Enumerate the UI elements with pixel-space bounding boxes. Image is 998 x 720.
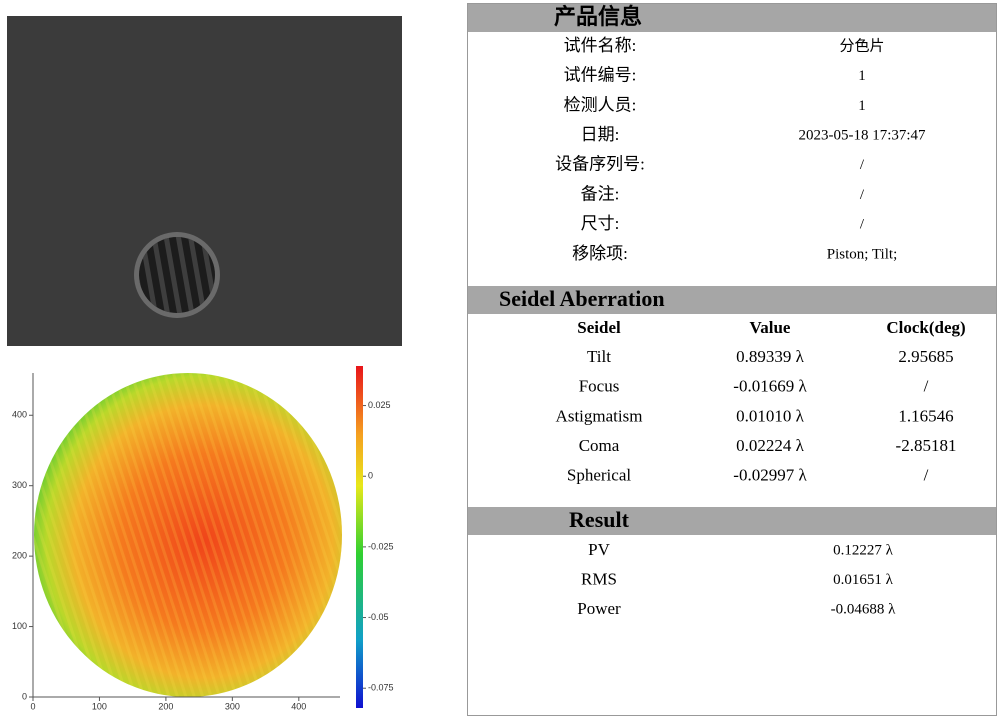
- section-title: Result: [569, 507, 630, 532]
- info-label: 尺寸:: [581, 214, 620, 233]
- info-label: 试件名称:: [564, 36, 637, 55]
- seidel-cell: -0.02997 λ: [733, 466, 807, 485]
- y-tick-label: 300: [12, 480, 27, 490]
- seidel-cell: Coma: [579, 436, 620, 455]
- column-header: Value: [750, 318, 791, 337]
- section-header-bar: [468, 507, 996, 535]
- x-tick-label: 400: [291, 701, 306, 711]
- result-value: 0.12227 λ: [833, 542, 894, 558]
- info-value: 1: [858, 98, 866, 114]
- seidel-cell: -2.85181: [896, 436, 957, 455]
- colorbar-tick-label: -0.025: [368, 541, 394, 551]
- info-label: 备注:: [581, 184, 620, 203]
- seidel-cell: Spherical: [567, 466, 631, 485]
- info-label: 移除项:: [572, 244, 628, 263]
- info-label: 试件编号:: [564, 66, 637, 85]
- camera-fringe-pattern: [139, 237, 215, 313]
- info-value: 2023-05-18 17:37:47: [798, 128, 926, 144]
- y-tick-label: 200: [12, 551, 27, 561]
- info-value: /: [860, 187, 865, 203]
- seidel-cell: 2.95685: [898, 347, 953, 366]
- column-header: Clock(deg): [886, 318, 965, 337]
- x-tick-label: 200: [158, 701, 173, 711]
- x-tick-label: 100: [92, 701, 107, 711]
- y-tick-label: 0: [22, 691, 27, 701]
- colorbar: [356, 366, 363, 708]
- info-value: /: [860, 217, 865, 233]
- result-value: 0.01651 λ: [833, 572, 894, 588]
- section-title: Seidel Aberration: [499, 286, 665, 311]
- surface-texture: [34, 373, 342, 697]
- x-tick-label: 0: [30, 701, 35, 711]
- seidel-cell: -0.01669 λ: [733, 377, 807, 396]
- seidel-cell: 0.01010 λ: [736, 406, 805, 425]
- seidel-cell: 0.02224 λ: [736, 436, 805, 455]
- section-header-bar: [468, 4, 996, 32]
- report-panel: [467, 3, 997, 716]
- seidel-cell: /: [924, 466, 929, 485]
- info-value: Piston; Tilt;: [827, 246, 897, 262]
- section-title: 产品信息: [554, 4, 642, 29]
- info-value: 分色片: [839, 37, 884, 54]
- seidel-cell: /: [924, 377, 929, 396]
- result-value: -0.04688 λ: [831, 601, 896, 617]
- y-tick-label: 100: [12, 621, 27, 631]
- seidel-cell: Focus: [579, 377, 620, 396]
- colorbar-tick-label: 0: [368, 471, 373, 481]
- result-label: RMS: [581, 569, 617, 588]
- column-header: Seidel: [577, 318, 621, 337]
- y-tick-label: 400: [12, 410, 27, 420]
- info-label: 日期:: [581, 125, 620, 144]
- result-label: PV: [588, 540, 610, 559]
- info-label: 设备序列号:: [555, 155, 645, 174]
- surface-map: 0 100 200 300 400 0 100 200 300 400 0.025 0 -0.025 -0…: [12, 366, 394, 711]
- seidel-cell: 1.16546: [898, 406, 953, 425]
- result-label: Power: [577, 599, 621, 618]
- seidel-cell: Astigmatism: [556, 406, 643, 425]
- info-value: 1: [858, 68, 866, 84]
- section-header-bar: [468, 286, 996, 314]
- colorbar-tick-label: 0.025: [368, 400, 391, 410]
- seidel-cell: Tilt: [587, 347, 611, 366]
- seidel-cell: 0.89339 λ: [736, 347, 805, 366]
- info-value: /: [860, 157, 865, 173]
- info-label: 检测人员:: [564, 95, 637, 114]
- colorbar-tick-label: -0.05: [368, 612, 389, 622]
- colorbar-tick-label: -0.075: [368, 683, 394, 693]
- x-tick-label: 300: [225, 701, 240, 711]
